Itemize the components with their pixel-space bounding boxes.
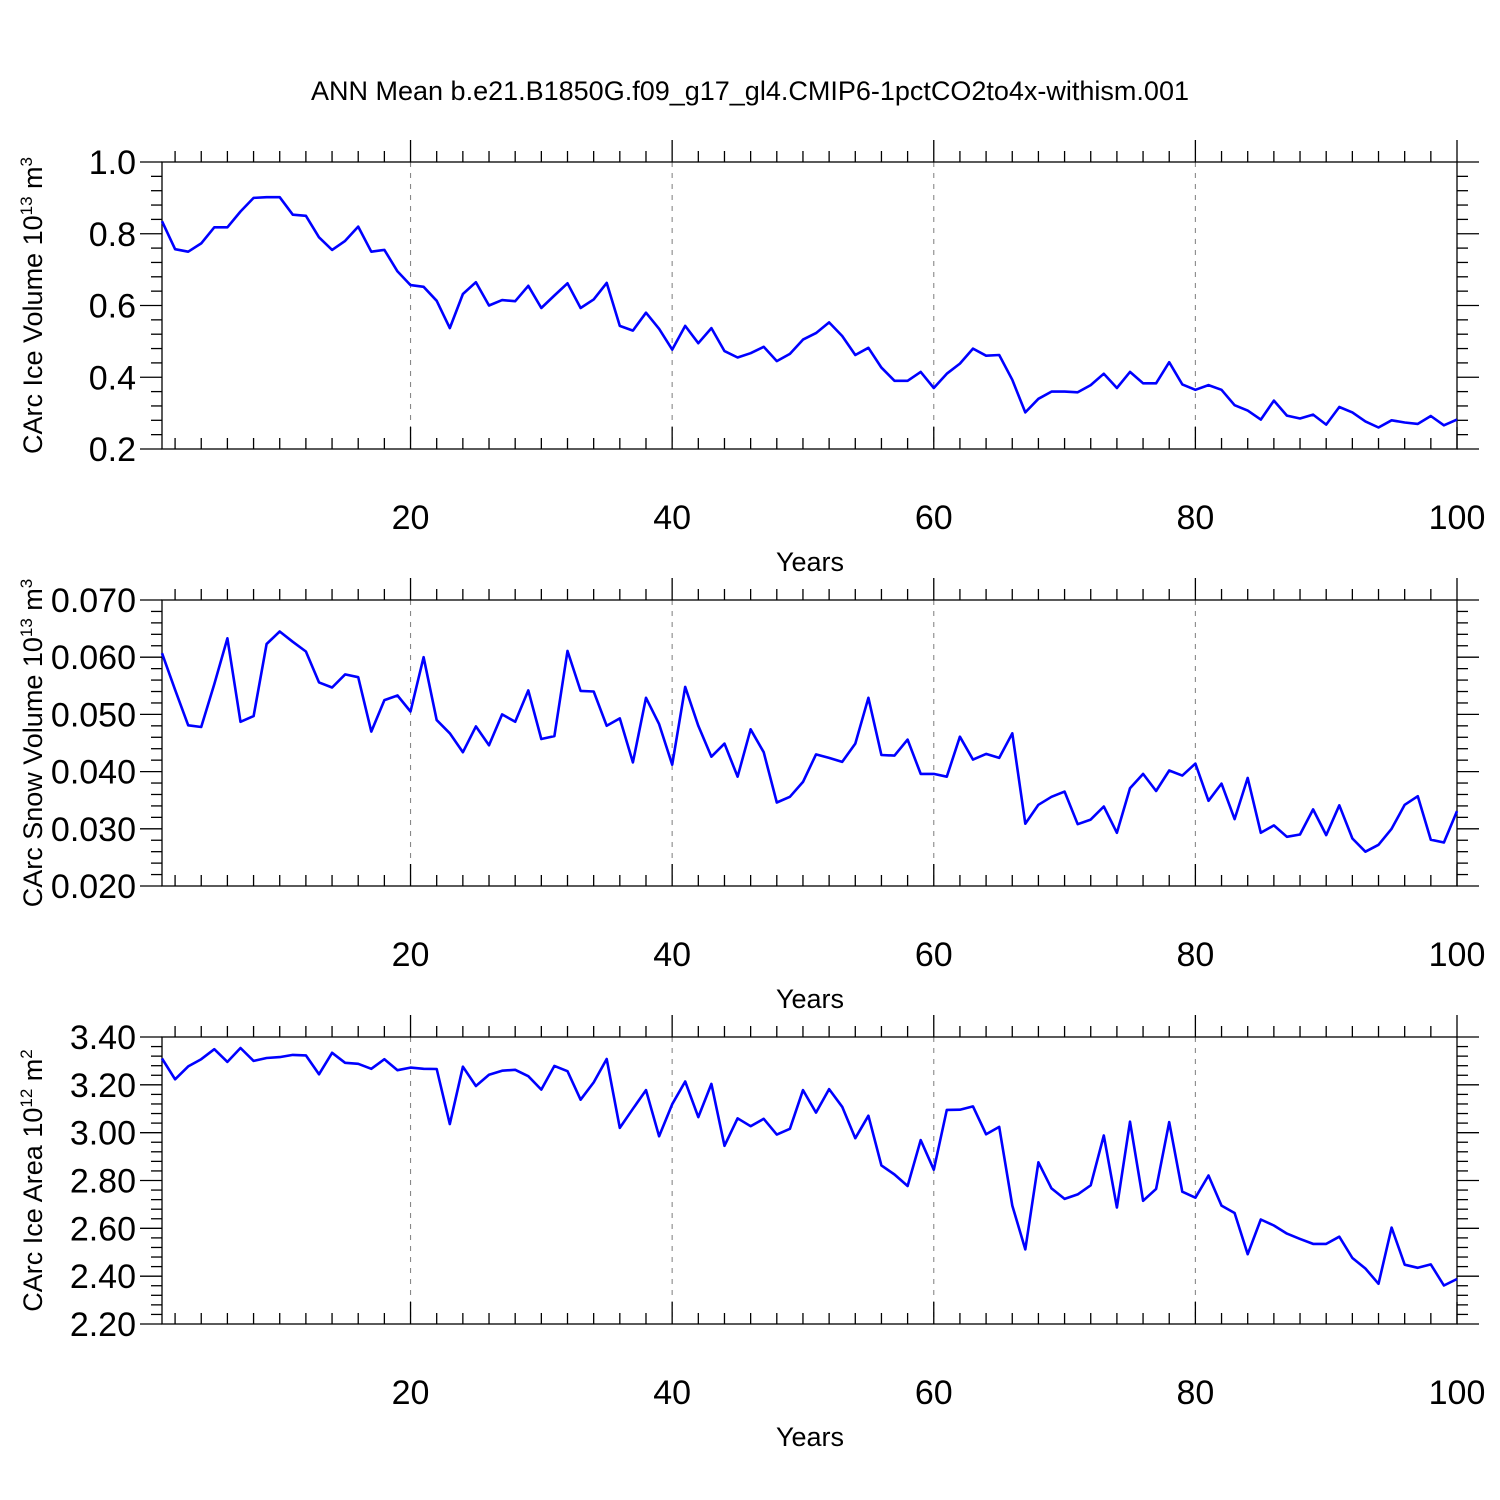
series-line-ice-area — [160, 1046, 1458, 1287]
plot-frame-ice-area — [161, 1036, 1458, 1325]
y-tick-label: 0.050 — [51, 696, 136, 734]
y-tick-label: 3.20 — [70, 1067, 136, 1105]
y-tick-label: 0.030 — [51, 811, 136, 849]
x-tick-label: 100 — [1429, 936, 1486, 974]
y-tick-label: 2.40 — [70, 1258, 136, 1296]
y-axis-title-exponent: 3 — [17, 579, 36, 588]
y-axis-title-part: m — [18, 166, 48, 196]
x-axis-title: Years — [776, 547, 844, 577]
y-axis-title-exponent: 2 — [17, 1049, 36, 1058]
figure-title: ANN Mean b.e21.B1850G.f09_g17_gl4.CMIP6-… — [311, 76, 1189, 106]
y-tick-label: 0.040 — [51, 754, 136, 792]
y-axis-title: CArc Ice Area 1012 m2 — [17, 1049, 48, 1312]
series-line-snow-volume — [160, 630, 1459, 853]
chart-panel-snow-volume: 0.020 0.030 0.040 0.050 0.060 0.070 20 40 60 80 10… — [17, 578, 1486, 1014]
x-tick-label: 20 — [392, 499, 430, 537]
x-tick-label: 80 — [1176, 1374, 1214, 1412]
series-line-ice-volume — [160, 195, 1458, 429]
y-axis-title-part: m — [18, 588, 48, 618]
y-tick-label: 0.2 — [89, 431, 136, 469]
x-tick-label: 60 — [915, 936, 953, 974]
y-axis-title: CArc Snow Volume 1013 m3 — [17, 579, 48, 908]
y-tick-label: 0.020 — [51, 868, 136, 906]
y-tick-label: 0.060 — [51, 639, 136, 677]
chart-panel-ice-volume: 0.2 0.4 0.6 0.8 1.0 20 40 60 80 100 Years CArc Ice … — [17, 140, 1486, 577]
y-tick-label: 0.8 — [89, 216, 136, 254]
x-tick-label: 40 — [653, 499, 691, 537]
x-tick-label: 60 — [915, 1374, 953, 1412]
y-axis-title-part: CArc Snow Volume 10 — [18, 637, 48, 907]
x-tick-label: 80 — [1176, 936, 1214, 974]
x-axis-title: Years — [776, 1422, 844, 1452]
y-tick-label: 1.0 — [89, 144, 136, 182]
chart-panel-ice-area: 2.20 2.40 2.60 2.80 3.00 3.20 3.40 20 40 60 80 100 Y… — [17, 1015, 1486, 1452]
y-tick-label: 2.20 — [70, 1306, 136, 1344]
y-axis-title-exponent: 13 — [17, 196, 36, 215]
y-tick-label: 2.80 — [70, 1163, 136, 1201]
y-axis-title-part: CArc Ice Volume 10 — [18, 215, 48, 454]
x-tick-label: 80 — [1176, 499, 1214, 537]
x-tick-label: 100 — [1429, 499, 1486, 537]
x-tick-label: 40 — [653, 1374, 691, 1412]
plot-frame-ice-volume — [161, 161, 1458, 450]
y-tick-label: 2.60 — [70, 1210, 136, 1248]
plot-frame-snow-volume — [161, 599, 1458, 887]
x-tick-label: 40 — [653, 936, 691, 974]
y-tick-label: 3.00 — [70, 1115, 136, 1153]
x-tick-label: 20 — [392, 936, 430, 974]
y-axis-title-exponent: 3 — [17, 157, 36, 166]
x-tick-label: 20 — [392, 1374, 430, 1412]
x-tick-label: 60 — [915, 499, 953, 537]
y-axis-title: CArc Ice Volume 1013 m3 — [17, 157, 48, 454]
x-axis-title: Years — [776, 984, 844, 1014]
y-axis-title-part: CArc Ice Area 10 — [18, 1108, 48, 1312]
y-axis-title-exponent: 12 — [17, 1089, 36, 1108]
y-tick-label: 0.4 — [89, 359, 136, 397]
y-axis-title-part: m — [18, 1059, 48, 1089]
panels: 0.2 0.4 0.6 0.8 1.0 20 40 60 80 100 Years CArc Ice … — [17, 140, 1486, 1452]
y-tick-label: 0.6 — [89, 288, 136, 326]
y-tick-label: 3.40 — [70, 1019, 136, 1057]
y-axis-title-exponent: 13 — [17, 618, 36, 637]
x-tick-label: 100 — [1429, 1374, 1486, 1412]
y-tick-label: 0.070 — [51, 582, 136, 620]
